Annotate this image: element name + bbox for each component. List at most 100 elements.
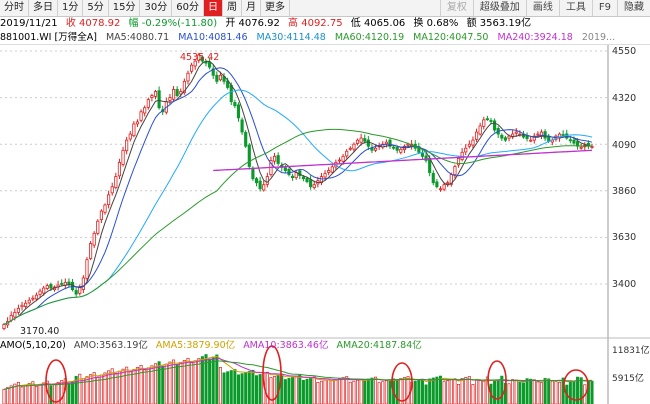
volume-bar: [370, 377, 374, 404]
candle-body: [258, 180, 262, 190]
volume-bar: [49, 385, 53, 404]
volume-bar: [222, 372, 226, 404]
volume-bar: [233, 369, 237, 404]
candle-body: [471, 139, 475, 146]
volume-bar: [337, 378, 342, 404]
candle-body: [424, 155, 428, 161]
candle-body: [34, 294, 39, 300]
candle-body: [20, 304, 24, 308]
candle-body: [359, 137, 363, 143]
volume-bar: [475, 379, 479, 404]
ma120-legend: MA120:4047.50: [413, 32, 489, 43]
candle-body: [590, 146, 594, 148]
hide-button[interactable]: 隐藏: [617, 0, 650, 16]
price-grid: [0, 50, 608, 285]
candle-body: [514, 131, 518, 134]
volume-bar: [291, 376, 295, 404]
candle-body: [276, 155, 280, 164]
volume-bar: [146, 367, 150, 404]
adjust-button[interactable]: 复权: [439, 0, 473, 16]
candle-body: [420, 153, 425, 157]
volume-bar: [6, 387, 10, 404]
draw-line-button[interactable]: 画线: [525, 0, 559, 16]
candle-body: [536, 133, 540, 136]
period-tab-30min[interactable]: 30分: [140, 0, 173, 16]
ma240-line: [213, 149, 593, 172]
candle-body: [272, 155, 277, 162]
period-tab-60min[interactable]: 60分: [172, 0, 204, 16]
volume-bar: [453, 378, 457, 404]
volume-bar: [247, 371, 251, 404]
overlay-button[interactable]: 超级叠加: [472, 0, 526, 16]
close-value: 收 4078.92: [65, 18, 121, 29]
candle-body: [388, 139, 392, 147]
candle-body: [179, 91, 183, 95]
candle-body: [81, 277, 85, 290]
volume-bar: [125, 366, 129, 404]
candle-body: [478, 125, 482, 135]
volume-bar: [85, 376, 89, 404]
period-tab-more[interactable]: 更多: [261, 0, 290, 16]
ma10-line: [3, 67, 593, 325]
volume-bar: [543, 377, 547, 404]
candle-body: [218, 74, 223, 81]
period-tab-month[interactable]: 月: [242, 0, 261, 16]
candle-body: [89, 243, 93, 259]
candle-body: [323, 173, 327, 178]
ama20-value: AMA20:4187.84亿: [336, 340, 422, 351]
ma-legend-bar: 881001.WI [万得全A] MA5:4080.71 MA10:4081.4…: [0, 31, 650, 45]
volume-bar: [114, 372, 118, 404]
volume-bar: [388, 379, 392, 404]
candle-body: [435, 181, 439, 188]
volume-bar: [579, 377, 583, 404]
candle-body: [146, 99, 150, 108]
volume-bar: [135, 367, 139, 404]
candle-body: [489, 120, 493, 122]
tools-button[interactable]: 工具: [558, 0, 592, 16]
volume-bar: [467, 376, 471, 404]
low-annotation: 3170.40: [20, 326, 59, 337]
volume-bar: [211, 356, 215, 404]
volume-bar: [424, 384, 428, 404]
candle-body: [251, 167, 255, 180]
period-tab-5min[interactable]: 5分: [83, 0, 109, 16]
volume-bar: [27, 383, 31, 404]
quote-info-bar: 2019/11/21 收 4078.92 幅 -0.29%(-11.80) 开 …: [0, 17, 650, 31]
volume-bar: [197, 358, 201, 404]
period-tab-day[interactable]: 日: [203, 0, 223, 16]
period-tab-15min[interactable]: 15分: [109, 0, 141, 16]
volume-bar: [471, 384, 475, 404]
candle-body: [305, 177, 309, 183]
period-tab-multiday[interactable]: 多日: [29, 0, 58, 16]
volume-bar: [384, 380, 388, 404]
candle-body: [103, 204, 107, 213]
period-tab-1min[interactable]: 1分: [58, 0, 84, 16]
date-label: 2019/11/21: [0, 18, 58, 29]
volume-bar: [301, 380, 305, 404]
candle-body: [341, 155, 345, 162]
ma240-legend: MA240:3924.18: [497, 32, 573, 43]
price-tick-3400: 3400: [612, 279, 636, 290]
volume-bar: [2, 389, 6, 404]
candle-body: [500, 134, 504, 139]
volume-bar: [175, 364, 179, 404]
candle-body: [319, 176, 324, 184]
ama5-value: AMA5:3879.90亿: [155, 340, 236, 351]
ama5-line: [3, 355, 593, 390]
candle-body: [283, 167, 287, 171]
period-tab-week[interactable]: 周: [223, 0, 242, 16]
volume-bar: [38, 384, 42, 404]
candle-body: [579, 146, 583, 149]
volume-bar: [218, 367, 222, 404]
volume-bar: [107, 370, 111, 404]
volume-bar: [172, 359, 176, 404]
candle-body: [27, 299, 31, 304]
volume-bar: [153, 363, 158, 404]
volume-bar: [161, 365, 165, 404]
volume-bar: [460, 378, 464, 404]
volume-bar: [511, 379, 515, 404]
candle-body: [110, 186, 114, 194]
f9-button[interactable]: F9: [591, 0, 617, 16]
period-tab-intraday[interactable]: 分时: [0, 0, 29, 16]
